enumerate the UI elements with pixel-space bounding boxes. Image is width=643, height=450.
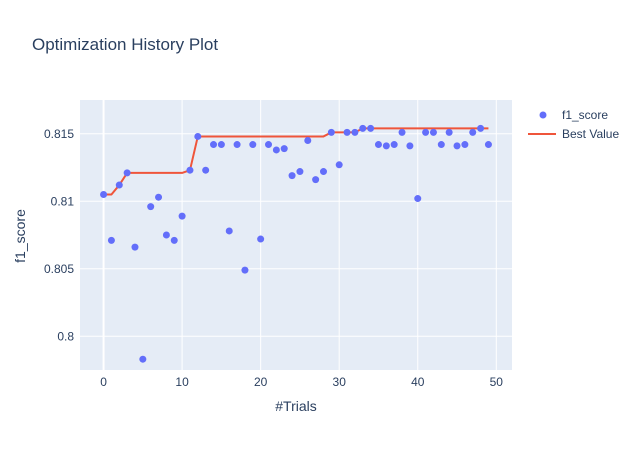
- x-axis-title: #Trials: [275, 398, 317, 414]
- f1-score-point[interactable]: [139, 355, 147, 363]
- legend-item-best-value[interactable]: Best Value: [528, 127, 619, 141]
- f1-score-point[interactable]: [351, 128, 359, 136]
- f1-score-point[interactable]: [233, 141, 241, 149]
- f1-score-point[interactable]: [367, 124, 375, 132]
- f1-score-point[interactable]: [422, 128, 430, 136]
- plot-background: [80, 100, 512, 370]
- x-tick-label: 40: [411, 375, 425, 389]
- x-tick-label: 0: [100, 375, 107, 389]
- f1-score-point[interactable]: [477, 124, 485, 132]
- f1-score-point[interactable]: [162, 231, 170, 239]
- y-tick-label: 0.8: [57, 329, 74, 343]
- f1-score-point[interactable]: [194, 132, 202, 140]
- f1-score-point[interactable]: [210, 141, 218, 149]
- chart-title: Optimization History Plot: [32, 35, 218, 54]
- x-tick-label: 20: [254, 375, 268, 389]
- f1-score-point[interactable]: [178, 212, 186, 220]
- y-tick-label: 0.805: [44, 262, 74, 276]
- f1-score-point[interactable]: [257, 235, 265, 243]
- f1-score-point[interactable]: [437, 141, 445, 149]
- legend-item-f1-score[interactable]: f1_score: [539, 108, 609, 122]
- f1-score-point[interactable]: [123, 169, 131, 177]
- f1-score-point[interactable]: [445, 128, 453, 136]
- f1-score-point[interactable]: [265, 141, 273, 149]
- x-axis-ticks: 0 10 20 30 40 50: [100, 375, 503, 389]
- f1-score-point[interactable]: [100, 191, 108, 198]
- f1-score-point[interactable]: [272, 146, 280, 154]
- legend[interactable]: f1_score Best Value: [528, 108, 619, 141]
- f1-score-series: [100, 124, 492, 363]
- f1-score-point[interactable]: [296, 168, 304, 176]
- f1-score-point[interactable]: [217, 141, 225, 149]
- f1-score-point[interactable]: [343, 128, 351, 136]
- grid-lines: [80, 100, 512, 370]
- f1-score-point[interactable]: [390, 141, 398, 149]
- f1-score-point[interactable]: [414, 195, 422, 203]
- x-tick-label: 50: [490, 375, 504, 389]
- plot-area: [80, 100, 512, 370]
- f1-score-point[interactable]: [327, 128, 335, 136]
- f1-score-point[interactable]: [374, 141, 382, 149]
- f1-score-point[interactable]: [382, 142, 390, 150]
- f1-score-point[interactable]: [280, 145, 288, 153]
- best-value-line: [103, 127, 489, 196]
- f1-score-point[interactable]: [406, 142, 414, 150]
- f1-score-point[interactable]: [155, 193, 163, 201]
- f1-score-point[interactable]: [225, 227, 233, 235]
- f1-score-point[interactable]: [107, 236, 115, 244]
- f1-score-point[interactable]: [319, 168, 327, 176]
- f1-score-point[interactable]: [304, 137, 312, 144]
- y-axis-title: f1_score: [12, 209, 28, 263]
- y-axis-ticks: 0.8 0.805 0.81 0.815: [44, 127, 74, 344]
- f1-score-point[interactable]: [359, 124, 367, 132]
- f1-score-point[interactable]: [147, 203, 155, 211]
- x-tick-label: 30: [333, 375, 347, 389]
- legend-marker-f1-score: [539, 111, 547, 119]
- y-tick-label: 0.81: [51, 194, 75, 208]
- f1-score-point[interactable]: [241, 266, 249, 274]
- f1-score-point[interactable]: [398, 128, 406, 136]
- f1-score-point[interactable]: [484, 141, 492, 149]
- f1-score-point[interactable]: [288, 172, 296, 180]
- x-tick-label: 10: [175, 375, 189, 389]
- y-tick-label: 0.815: [44, 127, 74, 141]
- f1-score-point[interactable]: [469, 128, 477, 136]
- legend-label-best-value: Best Value: [562, 127, 619, 141]
- f1-score-point[interactable]: [186, 166, 194, 174]
- f1-score-point[interactable]: [170, 236, 178, 244]
- f1-score-point[interactable]: [312, 176, 320, 184]
- f1-score-point[interactable]: [131, 243, 139, 251]
- f1-score-point[interactable]: [202, 166, 210, 174]
- f1-score-point[interactable]: [115, 181, 123, 189]
- f1-score-point[interactable]: [249, 141, 257, 149]
- f1-score-point[interactable]: [461, 141, 469, 149]
- f1-score-point[interactable]: [429, 128, 437, 136]
- legend-label-f1-score: f1_score: [562, 108, 608, 122]
- best-value-series: [103, 127, 489, 196]
- f1-score-point[interactable]: [453, 142, 461, 150]
- f1-score-point[interactable]: [335, 161, 343, 169]
